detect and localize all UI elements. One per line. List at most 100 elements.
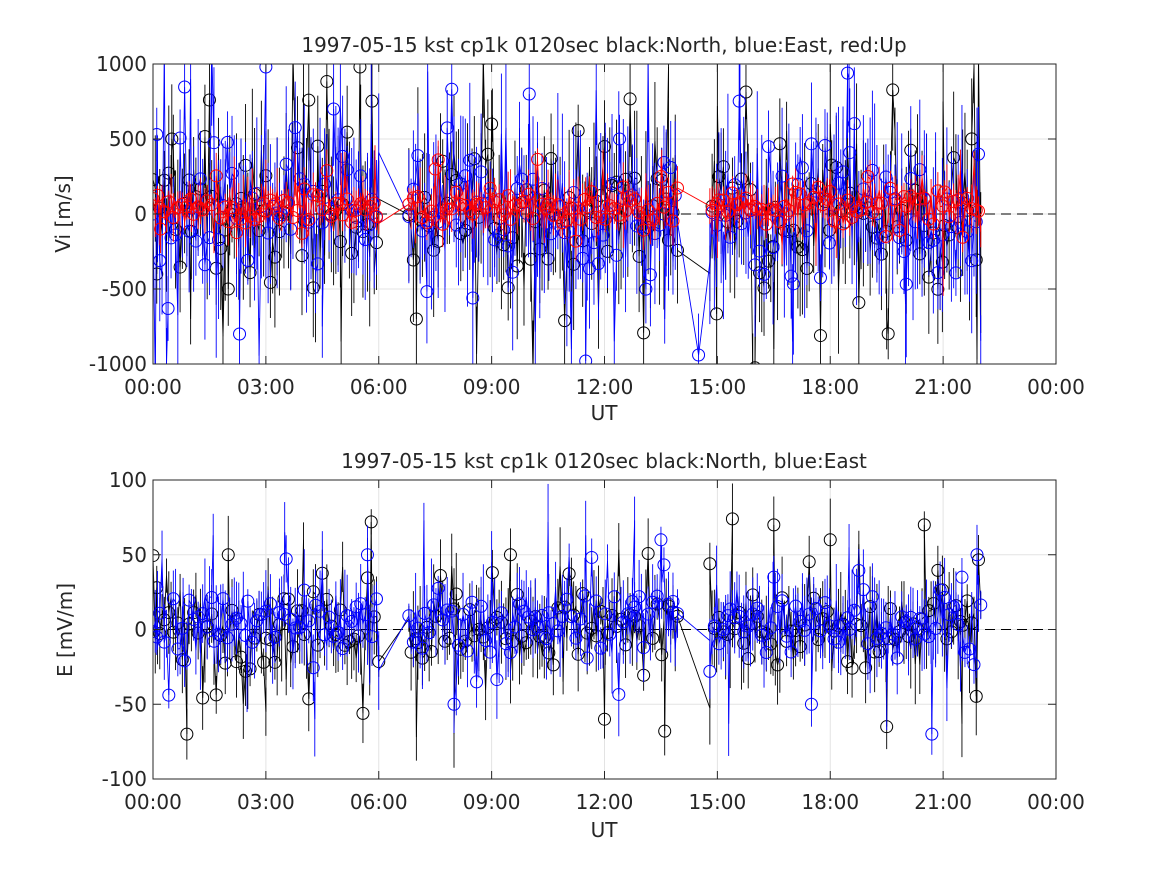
data-point: [230, 655, 244, 669]
data-point: [573, 612, 587, 626]
data-point: [162, 606, 176, 620]
data-point: [712, 637, 726, 651]
data-point: [411, 621, 425, 635]
data-point: [454, 642, 468, 656]
data-point: [710, 307, 724, 321]
data-point: [908, 192, 922, 206]
data-point: [207, 136, 221, 150]
data-point: [874, 196, 888, 210]
data-point: [969, 689, 983, 703]
data-point: [153, 254, 167, 268]
data-point: [971, 553, 985, 567]
data-point: [277, 608, 291, 622]
data-point: [327, 629, 341, 643]
y-tick-label: 0: [134, 202, 147, 226]
x-tick-label: 00:00: [124, 375, 182, 399]
data-point: [175, 621, 189, 635]
data-point: [775, 169, 789, 183]
data-point: [755, 202, 769, 216]
data-point: [245, 635, 259, 649]
data-point: [153, 606, 167, 620]
data-point: [625, 595, 639, 609]
data-point: [861, 170, 875, 183]
x-tick-label: 06:00: [350, 790, 408, 814]
data-point: [157, 173, 171, 187]
data-point: [881, 632, 895, 646]
data-point: [492, 228, 506, 242]
data-point: [221, 548, 235, 562]
data-point: [881, 327, 895, 341]
data-point: [762, 140, 776, 154]
data-point: [535, 197, 549, 211]
y-tick-label: 100: [109, 468, 147, 492]
data-point: [569, 631, 583, 645]
data-point: [764, 202, 778, 216]
data-point: [641, 607, 655, 621]
data-point: [178, 654, 192, 668]
data-point: [589, 594, 603, 608]
y-tick-label: -500: [102, 277, 147, 301]
data-point: [655, 648, 669, 662]
data-point: [832, 197, 846, 211]
data-point: [856, 583, 870, 597]
data-point: [492, 193, 506, 207]
data-point: [406, 635, 420, 649]
data-point: [703, 664, 717, 678]
data-point: [551, 198, 565, 212]
data-point: [962, 642, 976, 656]
data-point: [263, 193, 277, 207]
data-point: [166, 592, 180, 606]
data-point: [433, 569, 447, 583]
data-point: [209, 688, 223, 702]
data-point: [892, 223, 906, 237]
data-point: [313, 604, 327, 618]
data-point: [827, 632, 841, 646]
data-point: [466, 291, 480, 305]
velocity-panel: 00:00 03:00 06:00 09:00 12:00 15:00 18:00 21:00…: [51, 33, 1085, 425]
efield-panel: 00:00 03:00 06:00 09:00 12:00 15:00 18:00 21:00…: [53, 449, 1085, 842]
efield-data: [153, 483, 988, 768]
data-point: [666, 594, 680, 608]
data-point: [225, 201, 239, 215]
data-point: [259, 604, 273, 618]
data-point: [944, 220, 958, 234]
data-point: [512, 198, 526, 212]
data-point: [369, 592, 383, 606]
data-point: [967, 658, 981, 672]
data-point: [913, 612, 927, 626]
data-point: [938, 185, 952, 199]
data-point: [288, 621, 302, 635]
data-point: [331, 625, 345, 639]
data-point: [841, 655, 855, 669]
y-tick-label: 0: [134, 618, 147, 642]
data-point: [637, 641, 651, 655]
data-point: [427, 598, 441, 612]
data-point: [418, 606, 432, 620]
data-point: [558, 226, 572, 240]
x-tick-label: 09:00: [463, 790, 521, 814]
data-point: [841, 193, 855, 207]
data-point: [440, 121, 454, 135]
data-point: [847, 117, 861, 131]
data-point: [755, 628, 769, 642]
data-point: [200, 194, 214, 208]
data-point: [879, 229, 893, 243]
data-point: [899, 277, 913, 291]
data-point: [768, 203, 782, 217]
data-point: [852, 296, 866, 310]
data-point: [506, 265, 520, 279]
data-point: [239, 216, 253, 230]
x-tick-label: 12:00: [576, 790, 634, 814]
data-point: [272, 211, 286, 225]
data-point: [621, 607, 635, 621]
data-point: [479, 633, 493, 647]
data-point: [841, 66, 855, 80]
x-tick-label: 18:00: [801, 375, 859, 399]
data-point: [243, 209, 257, 223]
data-point: [336, 149, 350, 163]
data-point: [311, 139, 325, 153]
data-point: [214, 241, 228, 255]
data-point: [773, 215, 787, 229]
data-point: [874, 230, 888, 244]
data-point: [767, 518, 781, 532]
